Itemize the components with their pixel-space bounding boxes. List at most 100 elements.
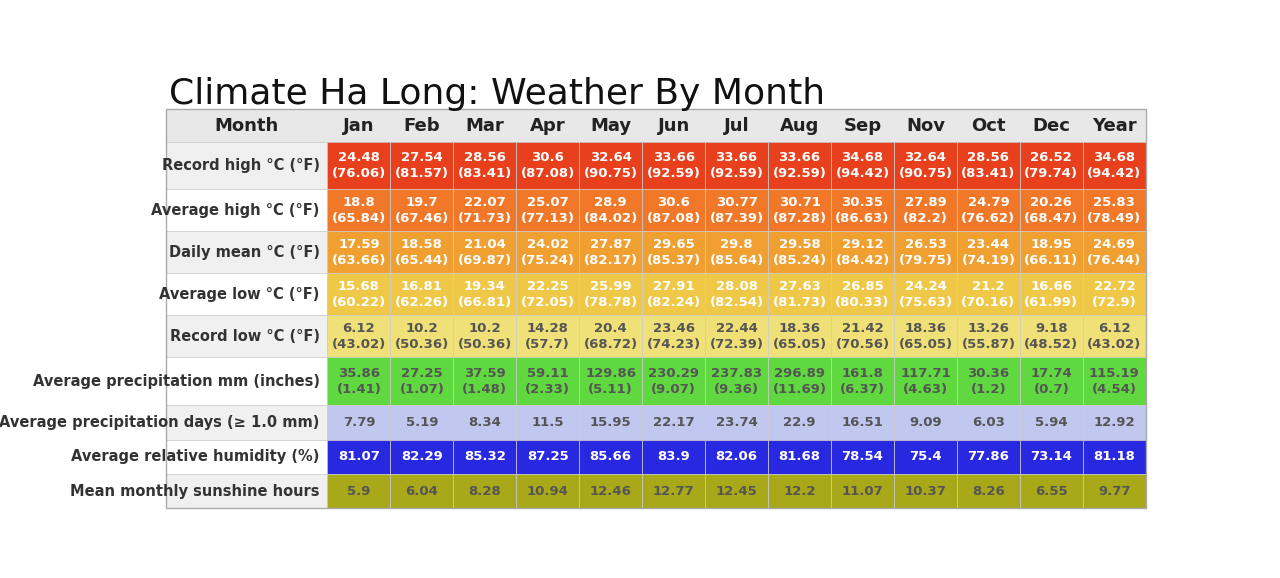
Text: 18.8
(65.84): 18.8 (65.84) (332, 196, 387, 225)
Bar (768, 273, 831, 316)
Bar (166, 316, 328, 357)
Text: Jun: Jun (658, 117, 690, 135)
Bar (768, 231, 831, 273)
Bar (390, 474, 453, 508)
Bar (516, 231, 580, 273)
Text: Record high °C (°F): Record high °C (°F) (161, 158, 320, 173)
Text: Jul: Jul (723, 117, 749, 135)
Text: Dec: Dec (1033, 117, 1070, 135)
Text: 29.65
(85.37): 29.65 (85.37) (646, 238, 700, 267)
Bar (453, 273, 516, 316)
Bar (1020, 474, 1083, 508)
Text: 25.83
(78.49): 25.83 (78.49) (1087, 196, 1142, 225)
Text: Average high °C (°F): Average high °C (°F) (151, 203, 320, 218)
Bar (705, 142, 768, 190)
Text: 17.74
(0.7): 17.74 (0.7) (1030, 366, 1073, 396)
Text: 6.12
(43.02): 6.12 (43.02) (1087, 322, 1142, 351)
Text: 12.46: 12.46 (590, 484, 631, 498)
Text: 30.77
(87.39): 30.77 (87.39) (709, 196, 764, 225)
Text: 22.72
(72.9): 22.72 (72.9) (1092, 280, 1137, 309)
Text: 10.2
(50.36): 10.2 (50.36) (458, 322, 512, 351)
Text: 129.86
(5.11): 129.86 (5.11) (585, 366, 636, 396)
Bar (166, 109, 1146, 142)
Text: 27.87
(82.17): 27.87 (82.17) (584, 238, 637, 267)
Text: Average precipitation mm (inches): Average precipitation mm (inches) (33, 374, 320, 389)
Text: 8.28: 8.28 (468, 484, 502, 498)
Text: 21.04
(69.87): 21.04 (69.87) (458, 238, 512, 267)
Text: 18.36
(65.05): 18.36 (65.05) (899, 322, 952, 351)
Text: 32.64
(90.75): 32.64 (90.75) (584, 151, 637, 180)
Text: 78.54: 78.54 (841, 450, 883, 463)
Bar (166, 109, 1146, 508)
Bar (516, 142, 580, 190)
Text: 22.25
(72.05): 22.25 (72.05) (521, 280, 575, 309)
Bar (580, 190, 643, 231)
Bar (705, 357, 768, 405)
Bar (1020, 190, 1083, 231)
Bar (768, 439, 831, 474)
Text: 8.34: 8.34 (468, 416, 502, 429)
Text: 37.59
(1.48): 37.59 (1.48) (462, 366, 507, 396)
Bar (453, 190, 516, 231)
Text: 5.94: 5.94 (1036, 416, 1068, 429)
Text: 23.74: 23.74 (716, 416, 758, 429)
Text: 5.19: 5.19 (406, 416, 438, 429)
Bar (957, 439, 1020, 474)
Bar (893, 316, 957, 357)
Bar (516, 316, 580, 357)
Text: 28.9
(84.02): 28.9 (84.02) (584, 196, 637, 225)
Bar (166, 474, 328, 508)
Text: 9.09: 9.09 (909, 416, 942, 429)
Text: 20.4
(68.72): 20.4 (68.72) (584, 322, 637, 351)
Text: 20.26
(68.47): 20.26 (68.47) (1024, 196, 1079, 225)
Bar (516, 474, 580, 508)
Text: 9.77: 9.77 (1098, 484, 1130, 498)
Text: 21.42
(70.56): 21.42 (70.56) (836, 322, 890, 351)
Text: 15.95: 15.95 (590, 416, 631, 429)
Bar (1083, 405, 1146, 439)
Bar (580, 142, 643, 190)
Bar (453, 357, 516, 405)
Bar (453, 474, 516, 508)
Text: 27.54
(81.57): 27.54 (81.57) (394, 151, 449, 180)
Text: 12.2: 12.2 (783, 484, 815, 498)
Text: 82.29: 82.29 (401, 450, 443, 463)
Text: 28.56
(83.41): 28.56 (83.41) (961, 151, 1015, 180)
Text: 115.19
(4.54): 115.19 (4.54) (1089, 366, 1139, 396)
Bar (957, 231, 1020, 273)
Bar (390, 190, 453, 231)
Bar (580, 316, 643, 357)
Text: 19.34
(66.81): 19.34 (66.81) (458, 280, 512, 309)
Text: Feb: Feb (403, 117, 440, 135)
Bar (390, 316, 453, 357)
Bar (643, 190, 705, 231)
Text: 24.24
(75.63): 24.24 (75.63) (899, 280, 952, 309)
Text: 29.8
(85.64): 29.8 (85.64) (709, 238, 764, 267)
Bar (453, 405, 516, 439)
Text: 230.29
(9.07): 230.29 (9.07) (648, 366, 699, 396)
Bar (768, 474, 831, 508)
Text: Jan: Jan (343, 117, 375, 135)
Bar (328, 474, 390, 508)
Text: 6.12
(43.02): 6.12 (43.02) (332, 322, 387, 351)
Text: Nov: Nov (906, 117, 945, 135)
Bar (831, 357, 893, 405)
Text: 27.91
(82.24): 27.91 (82.24) (646, 280, 700, 309)
Bar (705, 439, 768, 474)
Bar (328, 190, 390, 231)
Bar (580, 273, 643, 316)
Text: 24.79
(76.62): 24.79 (76.62) (961, 196, 1015, 225)
Text: 85.32: 85.32 (463, 450, 506, 463)
Bar (831, 405, 893, 439)
Bar (516, 405, 580, 439)
Bar (390, 273, 453, 316)
Text: 30.36
(1.2): 30.36 (1.2) (968, 366, 1010, 396)
Text: 33.66
(92.59): 33.66 (92.59) (646, 151, 700, 180)
Bar (1020, 405, 1083, 439)
Text: 34.68
(94.42): 34.68 (94.42) (836, 151, 890, 180)
Text: 26.85
(80.33): 26.85 (80.33) (836, 280, 890, 309)
Text: 6.03: 6.03 (972, 416, 1005, 429)
Text: Month: Month (215, 117, 279, 135)
Bar (768, 357, 831, 405)
Bar (1083, 474, 1146, 508)
